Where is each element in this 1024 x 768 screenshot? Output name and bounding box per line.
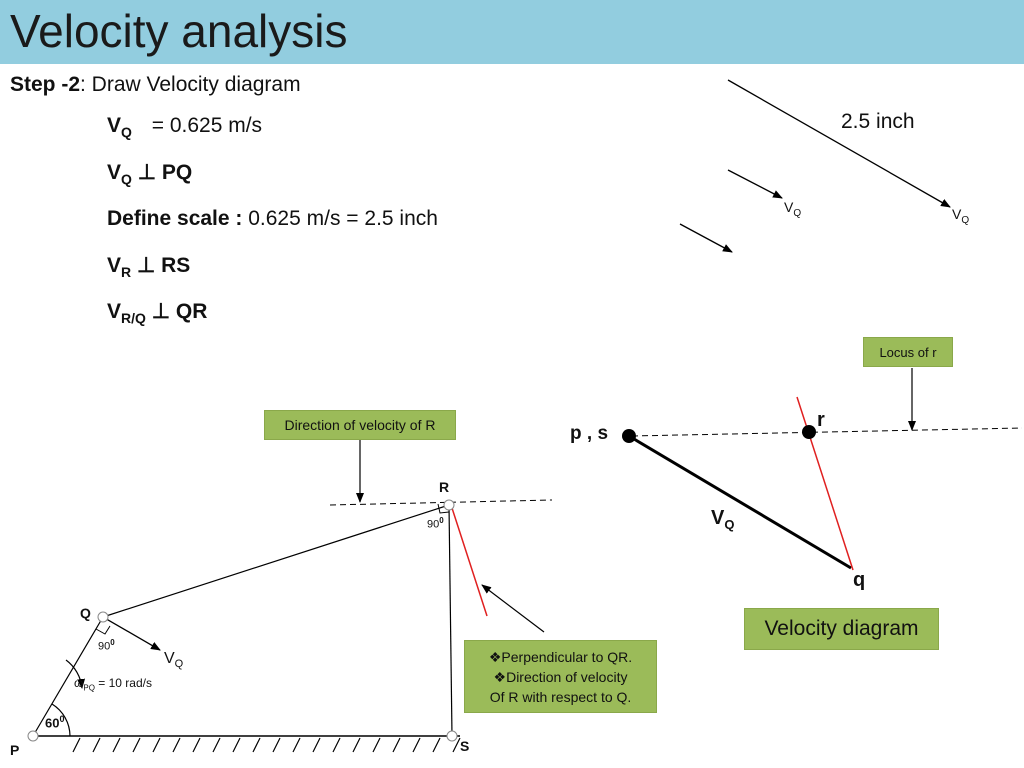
step-label: Step -2 <box>10 73 81 96</box>
vrq-sub: R/Q <box>121 310 146 327</box>
scale-line: Define scale : 0.625 m/s = 2.5 inch <box>107 207 438 231</box>
joint-q <box>97 611 109 623</box>
angle-p-label: 600 <box>45 714 65 731</box>
label-q: Q <box>80 605 91 621</box>
ground-hatch <box>72 737 461 753</box>
perp-note-line-3: Of R with respect to Q. <box>489 688 632 705</box>
perpendicular-note-box: ❖Perpendicular to QR. ❖Direction of velo… <box>464 640 657 713</box>
vrq-symbol: V <box>107 300 122 323</box>
label-r: R <box>439 479 450 495</box>
scale-vq-label-1: VQ <box>784 199 802 219</box>
mechanism-vq-label: VQ <box>164 650 184 671</box>
red-perp-line <box>451 507 488 617</box>
perp-note-line-1: ❖Perpendicular to QR. <box>488 648 633 665</box>
page-title: Velocity analysis <box>10 5 348 57</box>
scale-label: Define scale : <box>107 207 243 230</box>
joint-p <box>27 730 39 742</box>
vq-symbol: V <box>107 114 122 137</box>
vq-vector <box>628 434 852 570</box>
vr-sub: R <box>121 264 132 281</box>
scale-length-label: 2.5 inch <box>841 110 915 133</box>
omega-arc <box>65 659 86 689</box>
vq-perp-line: VQ ⊥ PQ <box>107 160 192 187</box>
vrq-rest: ⊥ QR <box>145 300 208 323</box>
velocity-diagram-caption: Velocity diagram <box>744 608 939 650</box>
vrq-perp-line: VR/Q ⊥ QR <box>107 299 207 326</box>
right-angle-r <box>437 503 450 514</box>
link-pq <box>32 616 104 737</box>
angle-q-label: 900 <box>98 638 115 653</box>
vq-value-line: VQ = 0.625 m/s <box>107 114 262 140</box>
locus-of-r-box: Locus of r <box>863 337 953 367</box>
direction-of-velocity-box: Direction of velocity of R <box>264 410 456 440</box>
label-q-velocity: q <box>853 569 866 591</box>
label-ps: p , s <box>570 423 609 444</box>
point-r <box>802 425 816 439</box>
perp-note-line-2: ❖Direction of velocity <box>493 668 628 685</box>
label-r-velocity: r <box>817 409 825 431</box>
vq-perp-rest: ⊥ PQ <box>131 161 193 184</box>
vr-perp-line: VR ⊥ RS <box>107 253 190 280</box>
label-p: P <box>10 742 20 758</box>
locus-line-r <box>631 427 1023 437</box>
joint-r <box>443 499 455 511</box>
scale-vq-label-2: VQ <box>952 206 970 226</box>
link-rs <box>448 504 453 737</box>
angle-arc-p <box>51 703 71 737</box>
vr-symbol: V <box>107 254 122 277</box>
direction-line-r <box>329 499 553 506</box>
scale-arrow-long <box>727 79 951 208</box>
vq-value: = 0.625 m/s <box>151 114 263 137</box>
scale-arrow-short <box>679 223 733 253</box>
scale-value: 0.625 m/s = 2.5 inch <box>242 207 438 230</box>
omega-label: ωPQ = 10 rad/s <box>74 676 152 693</box>
label-s: S <box>460 738 470 754</box>
step-heading: Step -2: Draw Velocity diagram <box>10 73 301 97</box>
vq-perp-symbol: V <box>107 161 122 184</box>
vq-sub: Q <box>121 124 132 141</box>
right-angle-q <box>95 625 111 635</box>
velocity-vq-label: VQ <box>711 507 735 532</box>
angle-r-label: 900 <box>427 516 444 531</box>
link-qr <box>102 504 450 618</box>
vq-arrow-mechanism <box>102 616 161 651</box>
red-vrq-line <box>796 396 854 571</box>
vr-rest: ⊥ RS <box>131 254 191 277</box>
joint-s <box>446 730 458 742</box>
step-text: : Draw Velocity diagram <box>80 73 301 96</box>
scale-arrow-medium <box>727 169 783 199</box>
perp-pointer <box>481 584 545 633</box>
title-bar <box>0 0 1024 64</box>
vq-perp-sub: Q <box>121 171 132 188</box>
point-ps <box>622 429 636 443</box>
